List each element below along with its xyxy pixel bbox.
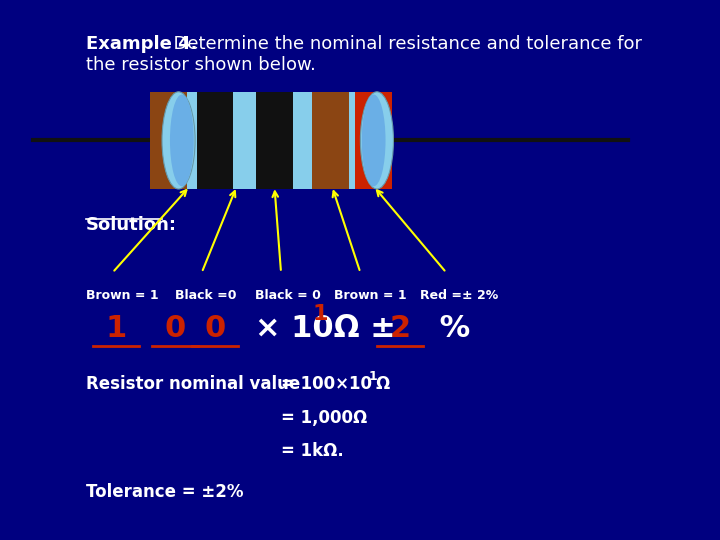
Text: Ω ±: Ω ± <box>323 314 395 343</box>
Text: = 1kΩ.: = 1kΩ. <box>281 442 343 460</box>
Text: %: % <box>428 314 469 343</box>
Bar <box>312 92 348 189</box>
Text: Ω: Ω <box>376 375 390 393</box>
Bar <box>256 92 292 189</box>
Text: = 1,000Ω: = 1,000Ω <box>281 409 367 427</box>
Text: × 10: × 10 <box>255 314 333 343</box>
Text: Black = 0: Black = 0 <box>255 289 320 302</box>
Text: Brown = 1: Brown = 1 <box>334 289 407 302</box>
Ellipse shape <box>361 94 385 186</box>
Bar <box>150 92 186 189</box>
Ellipse shape <box>361 92 393 189</box>
Text: 1: 1 <box>105 314 126 343</box>
Text: Example 4.: Example 4. <box>86 35 197 53</box>
Ellipse shape <box>162 92 195 189</box>
Text: 0: 0 <box>165 314 186 343</box>
Text: Brown = 1: Brown = 1 <box>86 289 158 302</box>
Text: Determine the nominal resistance and tolerance for: Determine the nominal resistance and tol… <box>162 35 642 53</box>
Text: Red =± 2%: Red =± 2% <box>420 289 498 302</box>
Text: Tolerance = ±2%: Tolerance = ±2% <box>86 483 243 501</box>
Ellipse shape <box>170 94 194 186</box>
Bar <box>179 92 377 189</box>
Bar <box>356 92 392 189</box>
Text: Resistor nominal value: Resistor nominal value <box>86 375 300 393</box>
Text: 1: 1 <box>312 304 328 324</box>
Text: 2: 2 <box>390 314 410 343</box>
Text: Solution:: Solution: <box>86 216 177 234</box>
Text: Black =0: Black =0 <box>175 289 237 302</box>
Text: 0: 0 <box>204 314 225 343</box>
Bar <box>197 92 233 189</box>
Text: = 100×10: = 100×10 <box>281 375 372 393</box>
Text: 1: 1 <box>369 370 378 383</box>
Text: the resistor shown below.: the resistor shown below. <box>86 56 316 73</box>
